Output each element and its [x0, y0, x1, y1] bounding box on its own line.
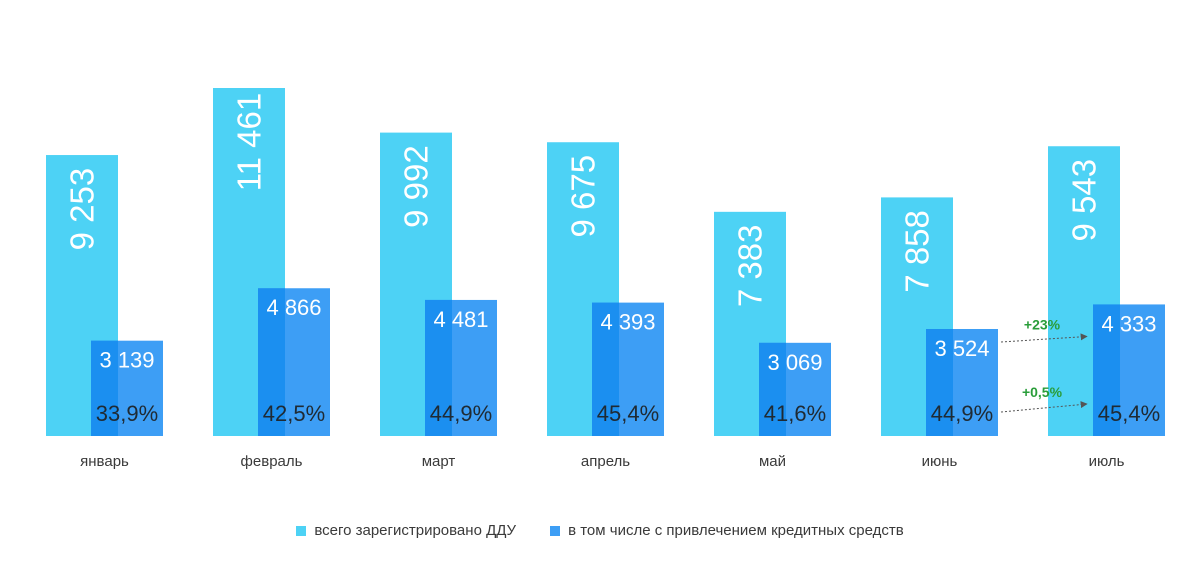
bar-credit-overlap-5	[926, 328, 953, 436]
category-label-5: июнь	[922, 453, 958, 470]
data-label-credit-5: 3 524	[934, 336, 989, 361]
legend-label-total: всего зарегистрировано ДДУ	[314, 522, 517, 539]
share-label-0: 33,9%	[96, 401, 158, 426]
share-label-5: 44,9%	[931, 401, 993, 426]
bar-credit-overlap-6	[1093, 304, 1120, 436]
data-label-total-4: 7 383	[732, 225, 769, 308]
legend-label-credit: в том числе с привлечением кредитных сре…	[568, 522, 904, 539]
bar-credit-overlap-3	[592, 302, 619, 436]
data-label-total-2: 9 992	[398, 145, 435, 228]
data-label-total-3: 9 675	[565, 155, 602, 238]
share-label-3: 45,4%	[597, 401, 659, 426]
data-label-total-6: 9 543	[1066, 159, 1103, 242]
data-label-total-1: 11 461	[231, 93, 268, 191]
category-label-2: март	[422, 453, 456, 470]
data-label-credit-4: 3 069	[767, 350, 822, 375]
data-label-credit-1: 4 866	[266, 295, 321, 320]
data-label-credit-6: 4 333	[1101, 311, 1156, 336]
data-label-total-0: 9 253	[64, 168, 101, 251]
share-label-1: 42,5%	[263, 401, 325, 426]
category-label-6: июль	[1089, 453, 1125, 470]
data-label-total-5: 7 858	[899, 210, 936, 293]
category-label-0: январь	[80, 453, 129, 470]
data-label-credit-2: 4 481	[433, 307, 488, 332]
legend: всего зарегистрировано ДДУ в том числе с…	[0, 522, 1200, 539]
legend-swatch-credit	[550, 525, 561, 536]
category-label-1: февраль	[241, 453, 303, 470]
annotation-label-0: +23%	[1024, 316, 1061, 332]
data-label-credit-3: 4 393	[600, 310, 655, 335]
legend-item-total: всего зарегистрировано ДДУ	[296, 522, 516, 539]
bar-credit-overlap-0	[91, 340, 118, 436]
annotation-label-1: +0,5%	[1022, 384, 1063, 400]
category-label-3: апрель	[581, 453, 630, 470]
share-label-4: 41,6%	[764, 401, 826, 426]
share-label-2: 44,9%	[430, 401, 492, 426]
bar-credit-overlap-4	[759, 342, 786, 436]
share-label-6: 45,4%	[1098, 401, 1160, 426]
bar-credit-overlap-2	[425, 299, 452, 436]
category-label-4: май	[759, 453, 786, 470]
legend-swatch-total	[296, 525, 307, 536]
data-label-credit-0: 3 139	[99, 348, 154, 373]
bar-credit-overlap-1	[258, 288, 285, 436]
legend-item-credit: в том числе с привлечением кредитных сре…	[550, 522, 904, 539]
